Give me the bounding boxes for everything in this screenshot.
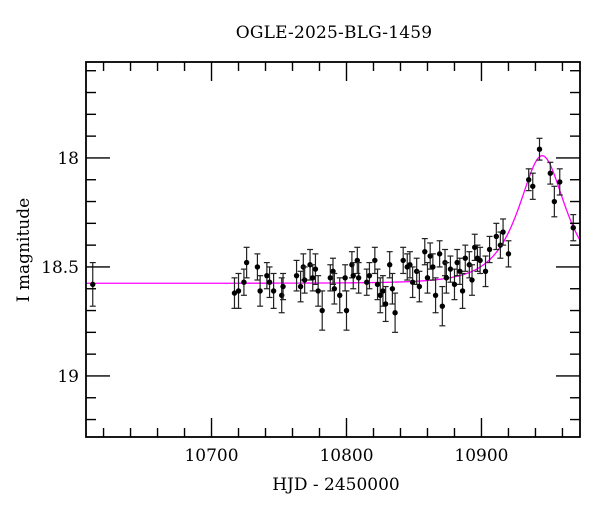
data-point [457, 268, 463, 275]
data-point [469, 277, 475, 283]
data-point [254, 264, 261, 270]
data-point [409, 279, 416, 285]
y-tick-label: 18.5 [41, 258, 79, 278]
data-point [327, 275, 334, 281]
data-point [422, 248, 428, 255]
data-point [270, 288, 277, 294]
data-point [293, 272, 300, 279]
data-point [557, 179, 563, 185]
data-point [380, 288, 386, 294]
data-point [451, 281, 458, 288]
data-point [447, 266, 454, 272]
data-point [330, 268, 336, 275]
data-point [432, 292, 439, 298]
data-point [241, 279, 247, 285]
data-point [386, 262, 393, 268]
data-point [430, 264, 436, 270]
data-point [454, 259, 460, 266]
data-point [331, 286, 338, 292]
data-point [337, 292, 343, 298]
data-point [266, 279, 273, 285]
chart-title: OGLE-2025-BLG-1459 [235, 23, 433, 43]
plot-frame [85, 61, 581, 438]
x-axis-label: HJD - 2450000 [272, 475, 400, 495]
data-point [389, 286, 396, 292]
data-point [382, 301, 389, 307]
data-point [424, 275, 431, 281]
data-point [354, 257, 360, 264]
y-tick-label: 18 [57, 149, 79, 169]
data-point [364, 279, 370, 285]
data-point [374, 281, 381, 288]
data-point [231, 290, 238, 296]
data-point [500, 229, 506, 235]
data-point [315, 288, 321, 294]
y-tick-label: 19 [57, 367, 79, 387]
data-point [243, 259, 250, 266]
data-point [459, 288, 466, 294]
data-point [547, 170, 554, 176]
data-point [505, 251, 512, 257]
data-point [400, 257, 406, 264]
data-point [301, 277, 308, 283]
data-point [342, 275, 348, 281]
data-point [436, 251, 443, 257]
data-point [407, 262, 413, 268]
data-point [280, 283, 286, 290]
data-point [443, 275, 450, 281]
data-point [312, 266, 319, 272]
data-point [482, 268, 489, 275]
data-point [477, 257, 483, 264]
x-tick-label: 10900 [454, 446, 508, 466]
data-point [319, 307, 325, 314]
data-point [486, 246, 493, 253]
data-point [472, 244, 478, 251]
data-point [264, 272, 270, 279]
data-point [366, 272, 373, 279]
data-point [570, 224, 576, 231]
data-point [439, 303, 446, 309]
data-point [257, 288, 263, 294]
data-point [427, 253, 433, 259]
data-point [355, 275, 362, 281]
data-point [297, 283, 304, 290]
data-point [377, 292, 383, 298]
data-point [526, 177, 532, 183]
data-point [392, 310, 398, 316]
data-point [350, 272, 356, 279]
data-point [462, 255, 468, 261]
data-point [536, 146, 543, 152]
data-point [416, 283, 423, 290]
data-point [310, 275, 316, 281]
data-point [493, 233, 500, 240]
x-tick-label: 10800 [319, 446, 373, 466]
data-point [343, 307, 350, 314]
data-point [235, 288, 242, 294]
x-tick-label: 10700 [184, 446, 238, 466]
data-point [530, 183, 536, 189]
data-point [372, 257, 378, 264]
data-point [90, 281, 96, 288]
data-point [551, 198, 558, 205]
